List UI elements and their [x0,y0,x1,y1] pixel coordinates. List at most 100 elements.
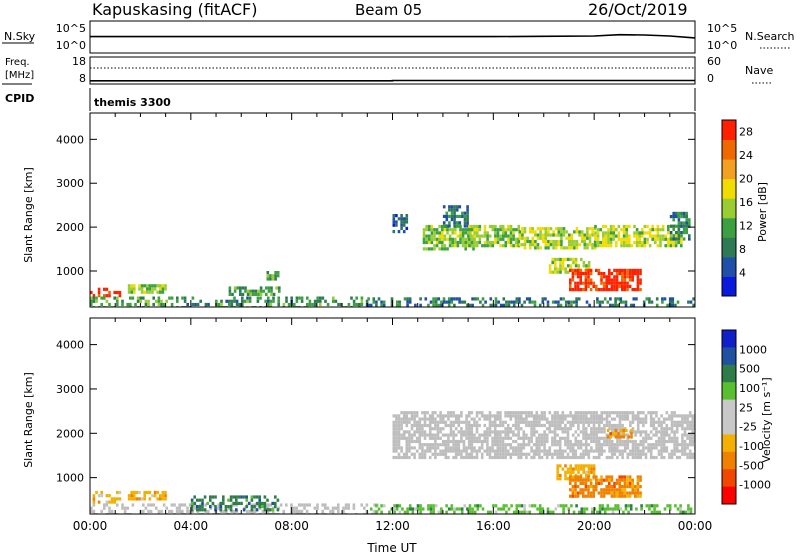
heatmap-cell [486,439,489,444]
heatmap-cell [316,296,319,300]
heatmap-cell [233,296,236,300]
heatmap-cell [547,233,550,237]
heatmap-cell [682,221,686,225]
heatmap-cell [687,510,690,514]
heatmap-cell [504,414,507,418]
heatmap-cell [483,433,487,437]
heatmap-cell [118,497,122,501]
heatmap-cell [224,505,228,509]
heatmap-cell [561,411,565,415]
heatmap-cell [382,300,386,304]
heatmap-cell [567,300,571,304]
heatmap-cell [560,246,563,250]
heatmap-cell [590,470,593,474]
heatmap-cell [431,411,435,415]
heatmap-cell [657,452,661,456]
heatmap-cell [475,423,479,428]
heatmap-cell [430,234,434,238]
heatmap-cell [395,300,399,304]
heatmap-cell [683,443,687,447]
heatmap-cell [616,423,619,428]
heatmap-cell [595,443,598,447]
heatmap-cell [274,277,277,281]
heatmap-cell [478,224,482,229]
heatmap-cell [512,231,515,235]
heatmap-cell [505,510,508,514]
heatmap-cell [269,513,272,514]
heatmap-cell [582,261,586,265]
heatmap-cell [567,236,571,240]
heatmap-cell [504,244,508,248]
heatmap-cell [688,455,692,460]
heatmap-cell [466,303,469,307]
heatmap-cell [582,478,585,482]
heatmap-cell [263,501,267,505]
heatmap-cell [552,230,555,234]
heatmap-cell [545,427,549,431]
heatmap-cell [400,223,403,227]
heatmap-cell [534,246,537,250]
heatmap-cell [639,288,642,292]
heatmap-cell [569,423,572,428]
heatmap-cell [604,240,608,245]
heatmap-cell [653,510,656,514]
heatmap-cell [397,439,401,444]
heatmap-cell [97,290,101,295]
heatmap-cell [110,497,114,501]
heatmap-cell [609,231,613,235]
colorbar-tick-label: 4 [739,267,746,280]
heatmap-cell [545,420,549,424]
heatmap-cell [643,237,647,241]
heatmap-cell [662,417,666,421]
heatmap-cell [668,427,671,431]
heatmap-cell [654,240,657,245]
heatmap-cell [410,436,414,440]
heatmap-cell [551,423,554,428]
heatmap-cell [626,494,629,498]
heatmap-cell [522,433,526,437]
heatmap-cell [574,475,577,479]
heatmap-cell [638,244,641,248]
heatmap-cell [514,449,518,453]
heatmap-cell [277,302,280,307]
heatmap-cell [444,443,448,447]
heatmap-cell [621,288,624,292]
heatmap-cell [405,414,409,418]
heatmap-cell [418,439,422,444]
heatmap-cell [491,423,494,428]
heatmap-cell [228,292,232,296]
heatmap-cell [419,504,422,508]
heatmap-cell [502,507,506,511]
heatmap-cell [582,430,585,434]
heatmap-cell [392,430,396,434]
heatmap-cell [496,449,500,453]
heatmap-cell [253,509,257,513]
heatmap-cell [654,237,657,241]
heatmap-cell [585,300,589,304]
heatmap-cell [393,510,396,514]
heatmap-cell [369,303,373,307]
heatmap-cell [255,501,259,505]
heatmap-cell [587,491,590,495]
heatmap-cell [622,432,625,436]
heatmap-cell [566,439,570,444]
heatmap-cell [639,455,643,460]
heatmap-cell [668,417,671,421]
heatmap-cell [360,302,364,307]
heatmap-cell [613,284,616,288]
heatmap-cell [428,420,432,424]
heatmap-cell [521,236,524,240]
heatmap-cell [499,244,502,248]
heatmap-cell [422,228,426,232]
heatmap-cell [574,488,577,492]
heatmap-cell [642,446,645,450]
heatmap-cell [639,478,642,482]
heatmap-cell [441,439,445,444]
heatmap-cell [143,284,146,288]
heatmap-cell [469,224,473,229]
heatmap-cell [626,288,629,292]
heatmap-cell [295,296,299,300]
heatmap-cell [493,420,497,424]
heatmap-cell [582,264,586,268]
heatmap-cell [661,234,665,238]
